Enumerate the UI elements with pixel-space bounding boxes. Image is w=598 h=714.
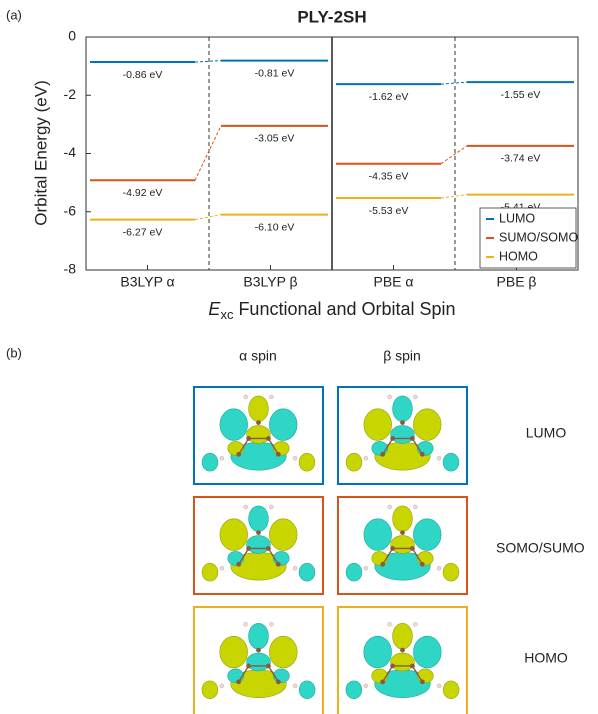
- value-label: -6.10 eV: [255, 221, 295, 233]
- x-tick-label: PBE α: [374, 274, 414, 290]
- chart-title: PLY-2SH: [297, 7, 366, 26]
- value-label: -3.05 eV: [255, 133, 295, 145]
- value-label: -1.62 eV: [369, 91, 409, 103]
- value-label: -3.74 eV: [501, 153, 541, 165]
- x-label-text: Functional and Orbital Spin: [238, 299, 455, 319]
- value-label: -0.81 eV: [255, 67, 295, 79]
- legend-label: HOMO: [499, 249, 538, 263]
- level-connector: [195, 126, 221, 180]
- row-label: LUMO: [526, 425, 567, 441]
- y-tick-label: 0: [68, 28, 76, 44]
- level-connector: [441, 146, 467, 164]
- panel-label: (b): [6, 345, 22, 360]
- level-connector: [441, 82, 467, 84]
- x-tick-label: B3LYP β: [243, 274, 297, 290]
- value-label: -6.27 eV: [123, 226, 163, 238]
- x-tick-label: PBE β: [497, 274, 537, 290]
- column-header: α spin: [239, 348, 277, 364]
- orbital-grid: [194, 387, 467, 714]
- x-label-subscript: xc: [220, 307, 234, 322]
- row-label: SOMO/SUMO: [496, 540, 585, 556]
- value-label: -4.35 eV: [369, 170, 409, 182]
- y-tick-label: -2: [64, 86, 77, 102]
- value-label: -4.92 eV: [123, 187, 163, 199]
- legend-label: LUMO: [499, 211, 535, 225]
- y-tick-label: -6: [64, 202, 77, 218]
- value-label: -1.55 eV: [501, 89, 541, 101]
- figure: (a) PLY-2SH Orbital Energy (eV) ExcFunct…: [0, 0, 598, 714]
- y-tick-label: -4: [64, 144, 77, 160]
- value-label: -0.86 eV: [123, 69, 163, 81]
- legend-label: SUMO/SOMO: [499, 230, 578, 244]
- value-label: -5.53 eV: [369, 205, 409, 217]
- y-axis-label: Orbital Energy (eV): [31, 80, 50, 226]
- panel-label: (a): [6, 7, 22, 22]
- y-tick-label: -8: [64, 261, 77, 277]
- row-label: HOMO: [524, 650, 568, 666]
- column-header: β spin: [383, 348, 421, 364]
- level-connector: [441, 195, 467, 198]
- level-connector: [195, 215, 221, 220]
- level-connector: [195, 61, 221, 62]
- x-tick-label: B3LYP α: [120, 274, 174, 290]
